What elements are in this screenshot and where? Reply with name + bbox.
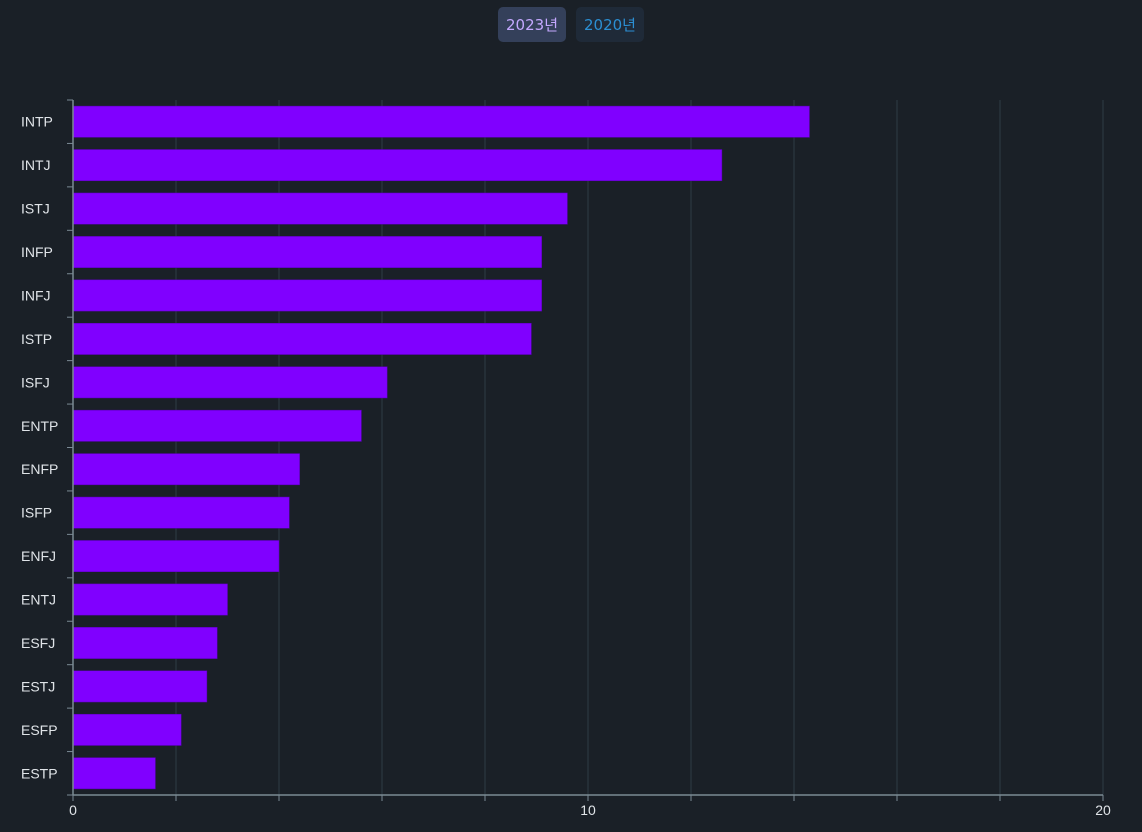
bar-estj bbox=[72, 670, 208, 703]
bar-enfj bbox=[72, 540, 280, 572]
bar-infj bbox=[72, 279, 542, 312]
bar-istp bbox=[72, 323, 532, 355]
year-tabs: 2023년 2020년 bbox=[0, 7, 1142, 42]
category-label: ENFP bbox=[21, 461, 58, 477]
category-label: ESTP bbox=[21, 765, 58, 781]
bar-infp bbox=[72, 236, 542, 268]
bar-esfj bbox=[72, 627, 218, 659]
category-label: ENFJ bbox=[21, 548, 56, 564]
bar-isfj bbox=[72, 366, 388, 399]
bar-estp bbox=[72, 757, 156, 790]
category-label: ESFJ bbox=[21, 635, 55, 651]
bar-intp bbox=[72, 105, 810, 138]
bar-intj bbox=[72, 149, 723, 182]
category-label: ESFP bbox=[21, 722, 58, 738]
category-label: ESTJ bbox=[21, 678, 55, 694]
category-label: INFP bbox=[21, 244, 53, 260]
x-tick-label: 0 bbox=[69, 802, 77, 818]
category-label: ISFJ bbox=[21, 374, 50, 390]
labels: INTP INTJ ISTJ INFP INFJ ISTP ISFJ ENTP ENFP ISFP… bbox=[21, 114, 1111, 818]
bar-istj bbox=[72, 192, 568, 225]
bar-enfp bbox=[72, 453, 300, 486]
x-tick-label: 10 bbox=[580, 802, 596, 818]
tab-2023[interactable]: 2023년 bbox=[498, 7, 566, 42]
axes bbox=[67, 99, 1104, 801]
category-label: INTP bbox=[21, 114, 53, 130]
bars bbox=[72, 105, 810, 790]
category-label: ISTP bbox=[21, 331, 52, 347]
category-label: ENTJ bbox=[21, 592, 56, 608]
x-tick-label: 20 bbox=[1095, 802, 1111, 818]
category-label: INFJ bbox=[21, 287, 51, 303]
category-label: INTJ bbox=[21, 157, 51, 173]
bar-esfp bbox=[72, 713, 182, 746]
category-label: ENTP bbox=[21, 418, 58, 434]
category-label: ISTJ bbox=[21, 201, 50, 217]
bar-entj bbox=[72, 583, 228, 616]
bar-entp bbox=[72, 409, 362, 442]
bar-isfp bbox=[72, 496, 290, 529]
tab-2020[interactable]: 2020년 bbox=[576, 7, 644, 42]
category-label: ISFP bbox=[21, 505, 52, 521]
